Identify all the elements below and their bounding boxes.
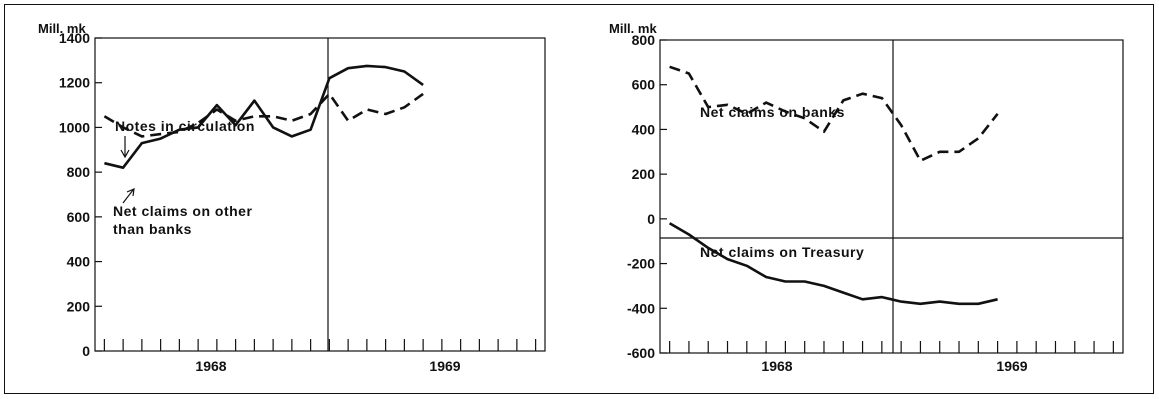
panel-2-y-tick-label: 800	[632, 32, 656, 48]
annotation-net-claims-other-line1: Net claims on other	[113, 203, 252, 219]
figure-frame	[4, 4, 1154, 394]
panel-2-unit-label: Mill. mk	[609, 21, 657, 36]
panel-1-y-tick-label: 600	[67, 209, 91, 225]
panel-1-series	[103, 64, 424, 169]
panel-2-y-tick-label: 200	[632, 166, 656, 182]
annotation-net-claims-banks: Net claims on banks	[700, 104, 845, 120]
panel-2-y-tick-label: 400	[632, 121, 656, 137]
annotation-net-claims-treasury: Net claims on Treasury	[700, 244, 864, 260]
panel-1-y-tick-label: 200	[67, 298, 91, 314]
panel-1-x-label-1968: 1968	[195, 358, 226, 374]
panel-1-series-solid-line	[104, 64, 424, 169]
panel-2-y-tick-label: 600	[632, 77, 656, 93]
panel-2-y-tick-label: -400	[627, 300, 655, 316]
panel-2-x-ticks	[669, 341, 1114, 353]
panel-1-x-ticks	[103, 339, 537, 351]
panel-2-series	[668, 65, 999, 306]
panel-2-series-dashed-line	[669, 65, 999, 162]
panel-2-x-label-1968: 1968	[761, 358, 792, 374]
annotation-net-claims-other-line2: than banks	[113, 221, 192, 237]
panel-1-plot-area	[94, 37, 546, 352]
panel-1-y-tick-label: 1200	[59, 75, 90, 91]
panel-2-y-tick-label: -200	[627, 256, 655, 272]
panel-1-y-tick-label: 0	[82, 343, 90, 359]
panel-1-y-tick-label: 400	[67, 254, 91, 270]
panel-1-y-axis: 0 200 400 600 800 1000 1200 1400	[59, 30, 102, 359]
panel-1-x-label-1969: 1969	[429, 358, 460, 374]
panel-2-series-solid-line	[668, 222, 998, 306]
annotation-notes-in-circulation: Notes in circulation	[115, 118, 255, 134]
panel-2-y-axis: -600 -400 -200 0 200 400 600 800	[627, 32, 667, 361]
panel-2-y-tick-label: -600	[627, 345, 655, 361]
panel-2-y-tick-label: 0	[647, 211, 655, 227]
annotation-arrow-net-claims-other	[122, 189, 134, 204]
panel-1-y-tick-label: 800	[67, 164, 91, 180]
panel-1-unit-label: Mill. mk	[38, 21, 86, 36]
annotation-arrowhead-notes	[120, 149, 130, 159]
panel-1-y-tick-label: 1000	[59, 119, 90, 135]
panel-2-plot-area	[659, 39, 1124, 354]
panel-2-x-label-1969: 1969	[996, 358, 1027, 374]
annotation-arrowhead-net-claims-other	[126, 188, 135, 197]
panel-1-y-tick-label: 1400	[59, 30, 90, 46]
panel-1-series-dashed-line	[103, 92, 424, 138]
